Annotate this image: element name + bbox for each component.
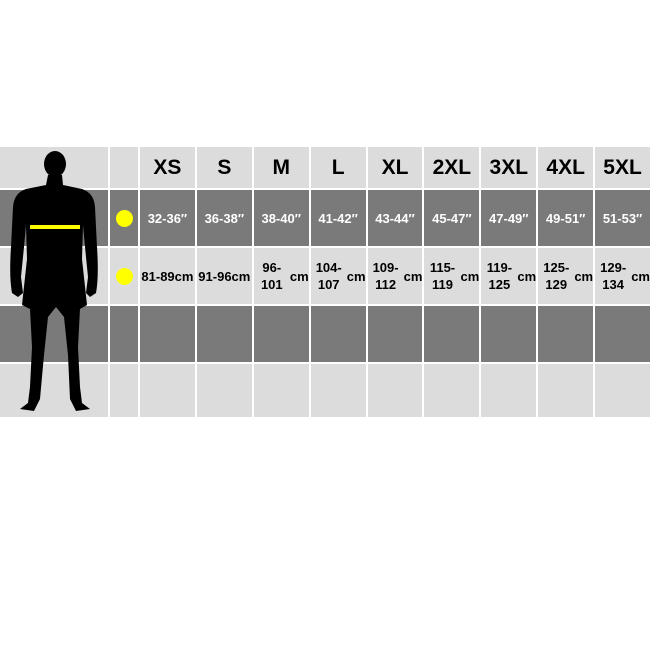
size-cell: 81-89 cm xyxy=(140,248,195,304)
marker-cell xyxy=(110,248,138,304)
size-cell xyxy=(595,306,650,362)
size-cell xyxy=(538,306,594,362)
cm-unit: cm xyxy=(174,268,194,284)
cm-value: 125-129 xyxy=(543,260,570,292)
cm-value: 91-96 xyxy=(198,268,232,284)
size-cell: 129-134 cm xyxy=(595,248,650,304)
chest-line xyxy=(30,225,80,229)
size-cell xyxy=(367,364,423,417)
marker-cell xyxy=(110,190,138,246)
size-cell: 109-112 cm xyxy=(367,248,423,304)
size-header: XL xyxy=(367,147,423,188)
cm-value: 96-101 xyxy=(260,260,283,292)
cm-unit: cm xyxy=(460,268,480,284)
size-cell xyxy=(424,306,480,362)
size-cell: 32-36″ xyxy=(140,190,195,246)
cm-unit: cm xyxy=(631,268,650,284)
cm-unit: cm xyxy=(346,268,366,284)
size-cell xyxy=(253,364,309,417)
size-cell xyxy=(140,306,195,362)
size-cell: 43-44″ xyxy=(367,190,423,246)
size-cell: 49-51″ xyxy=(538,190,594,246)
size-cell: 41-42″ xyxy=(310,190,366,246)
marker-cell xyxy=(110,364,138,417)
marker-cell xyxy=(110,147,138,188)
size-cell xyxy=(310,306,366,362)
size-chart-table: XS S M L XL 2XL 3XL 4XL 5XL 32-36″ 36-38″ 38-40″ 41-… xyxy=(0,147,650,417)
size-header: 5XL xyxy=(595,147,650,188)
size-cell: 36-38″ xyxy=(196,190,252,246)
size-header: 4XL xyxy=(538,147,594,188)
size-cell xyxy=(253,306,309,362)
cm-value: 109-112 xyxy=(372,260,399,292)
size-cell: 38-40″ xyxy=(253,190,309,246)
size-cell: 125-129 cm xyxy=(538,248,594,304)
size-header: M xyxy=(253,147,309,188)
size-cell: 45-47″ xyxy=(424,190,480,246)
size-cell xyxy=(481,364,537,417)
size-cell xyxy=(310,364,366,417)
man-silhouette-icon xyxy=(10,151,98,411)
size-cell: 91-96 cm xyxy=(196,248,252,304)
yellow-dot-icon xyxy=(115,267,133,285)
size-cell: 119-125 cm xyxy=(481,248,537,304)
size-cell: 51-53″ xyxy=(595,190,650,246)
size-cell: 115-119 cm xyxy=(424,248,480,304)
size-header: XS xyxy=(140,147,195,188)
size-cell xyxy=(367,306,423,362)
size-header: 3XL xyxy=(481,147,537,188)
cm-unit: cm xyxy=(517,268,537,284)
marker-cell xyxy=(110,306,138,362)
yellow-dot-icon xyxy=(115,209,133,227)
size-header: 2XL xyxy=(424,147,480,188)
size-header: S xyxy=(196,147,252,188)
cm-unit: cm xyxy=(231,268,251,284)
size-cell xyxy=(140,364,195,417)
cm-value: 115-119 xyxy=(429,260,456,292)
cm-value: 104-107 xyxy=(315,260,342,292)
size-cell: 47-49″ xyxy=(481,190,537,246)
cm-unit: cm xyxy=(403,268,423,284)
size-cell: 96-101 cm xyxy=(253,248,309,304)
cm-value: 129-134 xyxy=(600,260,627,292)
size-cell xyxy=(481,306,537,362)
cm-unit: cm xyxy=(289,268,309,284)
size-cell xyxy=(196,306,252,362)
cm-value: 119-125 xyxy=(486,260,513,292)
size-cell xyxy=(538,364,594,417)
size-cell xyxy=(595,364,650,417)
cm-unit: cm xyxy=(574,268,594,284)
size-header: L xyxy=(310,147,366,188)
size-cell xyxy=(196,364,252,417)
size-cell xyxy=(424,364,480,417)
size-cell: 104-107 cm xyxy=(310,248,366,304)
figure-cell xyxy=(0,147,108,417)
cm-value: 81-89 xyxy=(141,268,175,284)
